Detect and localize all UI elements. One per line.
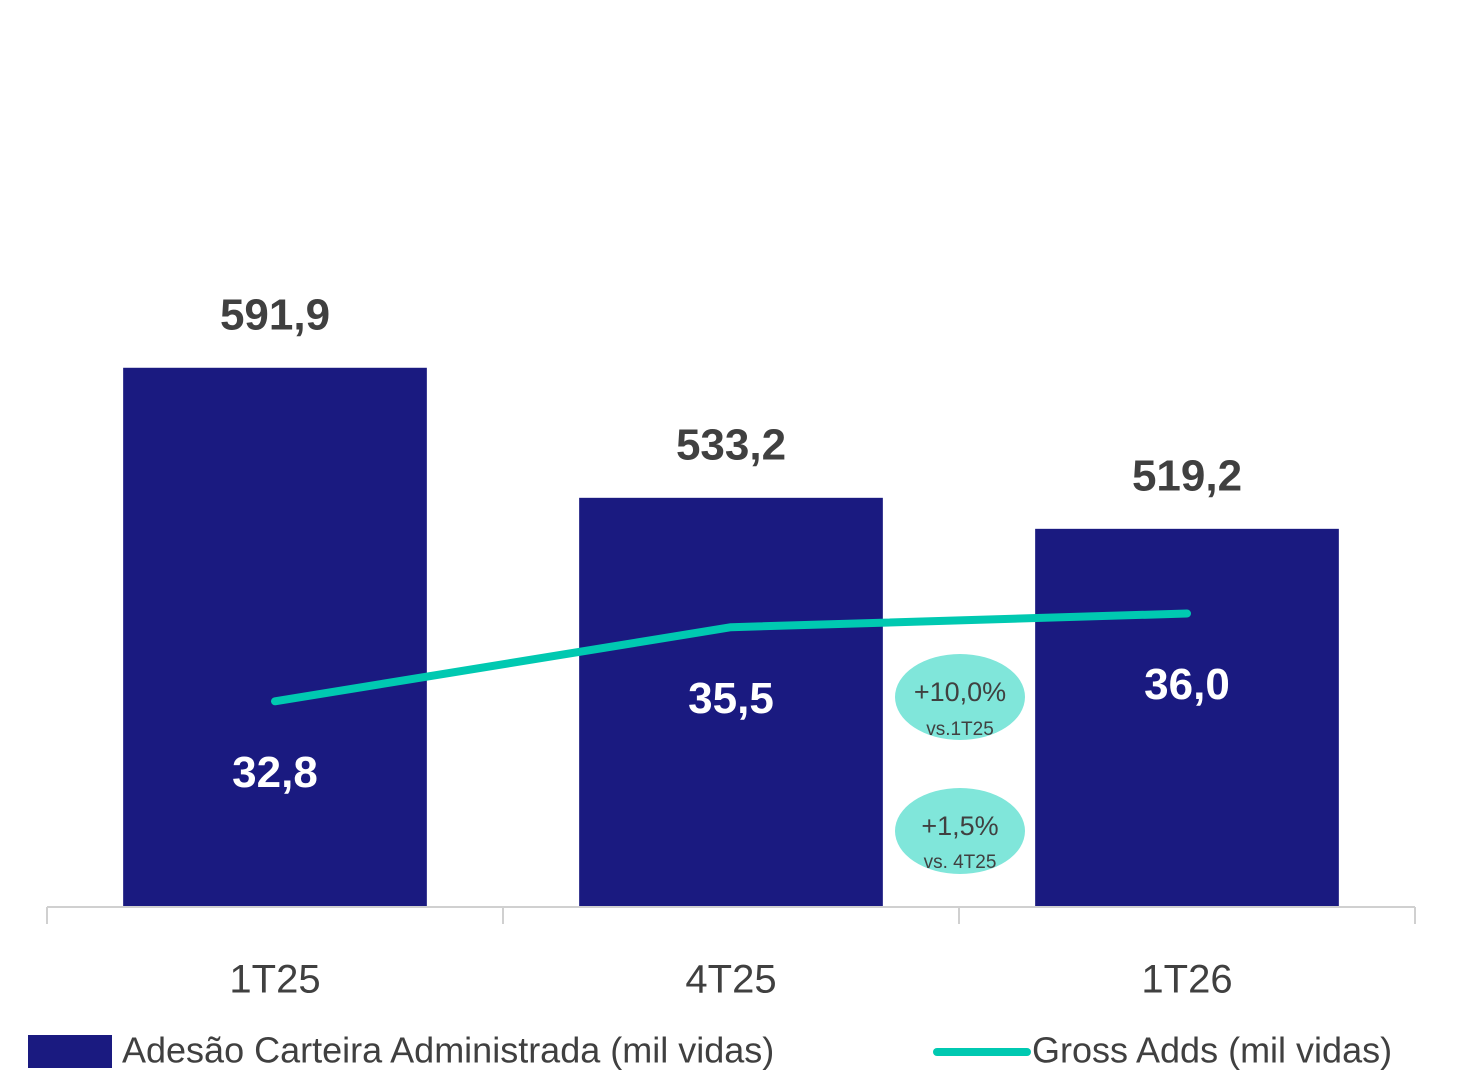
x-tick-label: 4T25 [685, 958, 776, 1002]
bar-value-label: 591,9 [220, 290, 330, 339]
line-value-label: 35,5 [688, 674, 774, 723]
bar-value-label: 533,2 [676, 420, 786, 469]
line [271, 609, 1191, 706]
annotation-note: vs. 4T25 [924, 852, 997, 873]
legend-label: Adesão Carteira Administrada (mil vidas) [122, 1030, 774, 1071]
legend-swatch [28, 1035, 112, 1068]
legend-label: Gross Adds (mil vidas) [1032, 1030, 1392, 1071]
bar [579, 497, 883, 907]
annotation-note: vs.1T25 [926, 719, 994, 740]
bar-value-label: 519,2 [1132, 451, 1242, 500]
annotation-label: +1,5% [921, 811, 998, 841]
line-value-label: 36,0 [1144, 660, 1230, 709]
x-tick-label: 1T25 [229, 958, 320, 1002]
annotation-label: +10,0% [914, 677, 1006, 707]
line-value-label: 32,8 [232, 748, 318, 797]
bar [1035, 528, 1339, 907]
x-tick-label: 1T26 [1141, 958, 1232, 1002]
annotation-bubble [895, 788, 1025, 874]
annotation-bubble [895, 654, 1025, 740]
bar [123, 367, 427, 907]
